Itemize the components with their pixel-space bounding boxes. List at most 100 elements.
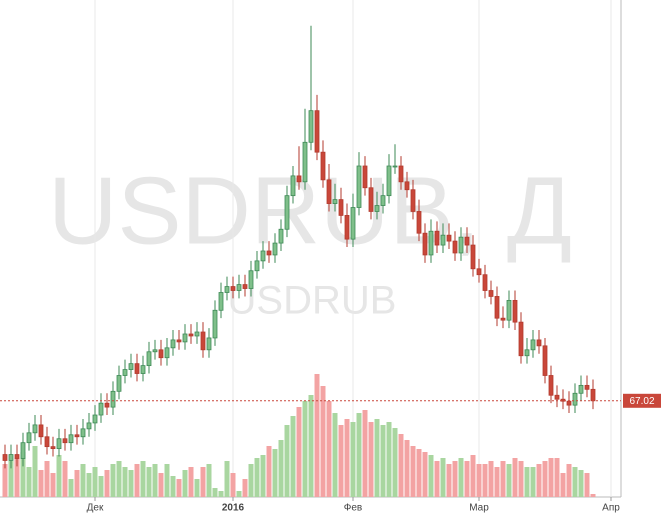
candle-body xyxy=(590,388,596,402)
candle-body xyxy=(74,434,80,438)
volume-bar xyxy=(212,488,218,497)
volume-bar xyxy=(50,473,56,497)
volume-bar xyxy=(164,464,170,497)
candle-body xyxy=(188,333,194,337)
volume-bar xyxy=(458,458,464,497)
volume-bar xyxy=(314,374,320,497)
volume-bar xyxy=(428,455,434,497)
candle-body xyxy=(86,422,92,430)
candle-body xyxy=(212,309,218,339)
volume-bar xyxy=(446,464,452,497)
volume-bar xyxy=(266,446,272,497)
candle-body xyxy=(164,347,170,359)
volume-bar xyxy=(128,470,134,497)
volume-bar xyxy=(560,473,566,497)
volume-bar xyxy=(422,452,428,497)
volume-bar xyxy=(332,413,338,497)
volume-bar xyxy=(320,386,326,497)
volume-bar xyxy=(278,440,284,497)
volume-bar xyxy=(494,467,500,497)
candle-body xyxy=(428,230,434,256)
volume-bar xyxy=(452,461,458,497)
candle-body xyxy=(266,250,272,256)
volume-bar xyxy=(512,458,518,497)
candle-body xyxy=(272,242,278,256)
candle-body xyxy=(104,402,110,408)
volume-bar xyxy=(176,479,182,497)
candle-body xyxy=(98,402,104,416)
volume-bar xyxy=(146,467,152,497)
volume-bar xyxy=(356,413,362,497)
candle-body xyxy=(284,195,290,230)
candle-body xyxy=(560,398,566,402)
candle-body xyxy=(14,454,20,459)
volume-bar xyxy=(134,464,140,497)
candle-body xyxy=(554,394,560,400)
candle-body xyxy=(302,141,308,183)
candle-body xyxy=(494,296,500,319)
candle-body xyxy=(536,339,542,347)
candle-body xyxy=(464,236,470,246)
candle-body xyxy=(146,351,152,367)
candle-body xyxy=(296,175,302,183)
volume-bar xyxy=(62,461,68,497)
volume-bar xyxy=(302,401,308,497)
volume-bar xyxy=(434,461,440,497)
candle-body xyxy=(584,384,590,390)
volume-bar xyxy=(536,464,542,497)
volume-bar xyxy=(104,470,110,497)
candle-body xyxy=(206,337,212,351)
candle-body xyxy=(518,321,524,357)
volume-bar xyxy=(158,473,164,497)
candle-body xyxy=(26,432,32,444)
volume-bar xyxy=(98,476,104,497)
candle-body xyxy=(254,260,260,272)
volume-bar xyxy=(206,464,212,497)
candle-body xyxy=(482,274,488,291)
volume-bar xyxy=(188,467,194,497)
candle-body xyxy=(80,428,86,438)
volume-bar xyxy=(92,467,98,497)
volume-bar xyxy=(32,446,38,497)
volume-bar xyxy=(566,464,572,497)
volume-bar xyxy=(584,473,590,497)
candle-body xyxy=(128,363,134,370)
volume-bar xyxy=(170,476,176,497)
candle-body xyxy=(356,165,362,208)
candle-body xyxy=(470,244,476,270)
volume-bar xyxy=(326,401,332,497)
volume-bar xyxy=(392,428,398,497)
candle-body xyxy=(92,414,98,424)
volume-bar xyxy=(398,434,404,497)
volume-bar xyxy=(218,491,224,497)
volume-bar xyxy=(2,464,8,497)
volume-bar xyxy=(8,461,14,497)
candle-body xyxy=(524,349,530,357)
candle-body xyxy=(56,438,62,450)
watermark-subtitle: USDRUB xyxy=(228,279,397,323)
candle-body xyxy=(440,234,446,246)
volume-bar xyxy=(524,467,530,497)
candle-body xyxy=(446,234,452,242)
candle-body xyxy=(8,454,14,461)
volume-bar xyxy=(344,419,350,497)
volume-bar xyxy=(14,458,20,497)
candle-body xyxy=(314,110,320,153)
volume-bar xyxy=(26,467,32,497)
candle-body xyxy=(386,165,392,197)
candle-body xyxy=(542,345,548,376)
volume-bar xyxy=(386,422,392,497)
candle-body xyxy=(326,179,332,204)
candle-body xyxy=(530,339,536,351)
candle-body xyxy=(350,207,356,240)
volume-bar xyxy=(554,458,560,497)
volume-bar xyxy=(590,494,596,497)
candle-body xyxy=(230,286,236,291)
candle-body xyxy=(158,349,164,359)
candle-body xyxy=(68,434,74,444)
x-tick-label: Фев xyxy=(344,503,362,514)
candle-body xyxy=(44,436,50,448)
volume-bar xyxy=(284,425,290,497)
volume-bar xyxy=(464,461,470,497)
